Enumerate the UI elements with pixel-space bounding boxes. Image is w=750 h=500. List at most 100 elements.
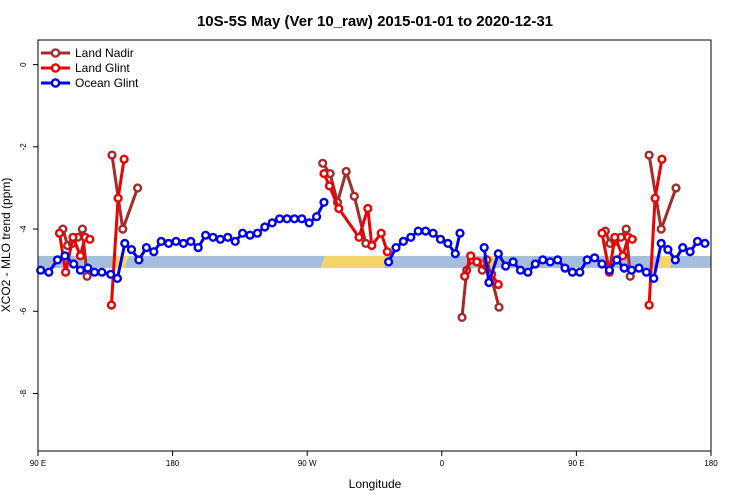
- data-point: [260, 222, 270, 232]
- x-tick-label: 180: [704, 459, 718, 468]
- data-point: [382, 247, 392, 257]
- legend-item-land-nadir: Land Nadir: [41, 46, 134, 60]
- data-point: [656, 238, 666, 249]
- y-tick-label: -6: [19, 307, 28, 315]
- data-point: [604, 265, 615, 275]
- data-point: [52, 255, 63, 265]
- data-point: [508, 257, 518, 267]
- y-axis-title: XCO2 - MLO trend (ppm): [0, 178, 13, 313]
- data-point: [112, 273, 123, 284]
- data-point: [178, 238, 189, 249]
- data-point: [455, 228, 465, 238]
- data-point: [60, 267, 71, 277]
- data-point: [223, 232, 233, 242]
- data-point: [589, 253, 600, 263]
- band-highlight: [657, 255, 674, 268]
- legend-item-ocean-glint: Ocean Glint: [41, 76, 139, 90]
- data-point: [107, 150, 117, 160]
- data-point: [626, 265, 637, 275]
- data-point: [83, 263, 93, 273]
- data-point: [657, 154, 667, 164]
- data-point: [208, 232, 218, 242]
- data-point: [597, 228, 607, 238]
- data-point: [334, 203, 344, 214]
- data-point: [354, 232, 364, 242]
- data-point: [367, 240, 377, 251]
- data-point: [349, 191, 359, 201]
- data-point: [621, 224, 631, 234]
- data-point: [68, 232, 78, 242]
- data-point: [619, 263, 629, 273]
- data-point: [466, 251, 476, 261]
- x-tick-label: 90 W: [298, 459, 317, 468]
- data-point: [450, 249, 460, 259]
- data-point: [685, 247, 695, 257]
- data-point: [545, 257, 555, 267]
- data-point: [428, 228, 438, 238]
- data-point: [252, 228, 263, 238]
- data-point: [106, 269, 116, 279]
- data-point: [501, 261, 511, 271]
- data-point: [156, 236, 166, 247]
- data-point: [649, 273, 659, 284]
- data-point: [692, 236, 703, 247]
- series-land-glint: [54, 154, 667, 310]
- data-point: [297, 214, 307, 224]
- data-point: [376, 228, 386, 238]
- data-point: [650, 193, 660, 203]
- data-point: [663, 245, 673, 255]
- x-tick-label: 180: [166, 459, 180, 468]
- data-point: [134, 255, 144, 265]
- data-point: [530, 259, 540, 269]
- legend-label: Land Glint: [75, 61, 130, 75]
- data-point: [171, 236, 181, 247]
- data-point: [77, 224, 88, 234]
- data-point: [634, 263, 644, 273]
- data-point: [36, 265, 46, 275]
- data-point: [118, 224, 128, 234]
- data-point: [413, 226, 423, 236]
- data-point: [627, 234, 637, 244]
- x-tick-label: 90 E: [568, 459, 584, 468]
- data-point: [641, 267, 652, 277]
- legend-swatch-marker: [50, 78, 61, 88]
- data-point: [324, 181, 335, 191]
- band-highlight: [320, 255, 388, 268]
- data-point: [678, 243, 688, 253]
- data-point: [201, 230, 211, 240]
- data-point: [493, 249, 503, 259]
- data-point: [85, 234, 95, 244]
- series-ocean-glint: [36, 197, 710, 288]
- data-point: [656, 224, 666, 234]
- data-point: [113, 193, 123, 203]
- data-point: [460, 271, 470, 281]
- legend-label: Land Nadir: [75, 46, 134, 60]
- y-axis: 0 -2 -4 -6 -8: [19, 62, 38, 397]
- data-point: [582, 255, 592, 265]
- y-tick-label: -4: [19, 225, 28, 233]
- data-point: [515, 265, 526, 275]
- data-point: [398, 236, 409, 247]
- data-point: [119, 154, 129, 164]
- data-point: [671, 183, 681, 193]
- data-point: [552, 255, 563, 265]
- data-point: [484, 277, 494, 288]
- data-point: [406, 232, 416, 242]
- data-point: [443, 238, 453, 249]
- x-axis-title: Longitude: [349, 477, 402, 491]
- data-point: [597, 259, 607, 269]
- series-layer: [36, 150, 710, 323]
- data-point: [60, 251, 70, 261]
- data-point: [575, 267, 585, 277]
- data-point: [245, 230, 255, 240]
- data-point: [82, 271, 92, 281]
- data-point: [341, 166, 351, 177]
- data-point: [149, 247, 159, 257]
- data-point: [106, 300, 117, 310]
- data-point: [319, 197, 329, 207]
- data-point: [282, 214, 292, 224]
- legend-label: Ocean Glint: [75, 76, 139, 90]
- data-point: [120, 238, 130, 249]
- data-point: [610, 232, 620, 242]
